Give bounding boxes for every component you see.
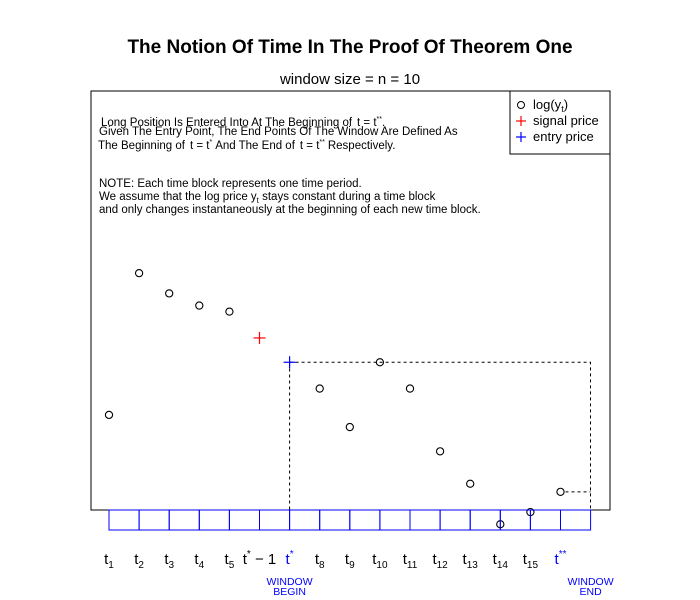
time-block bbox=[108, 509, 140, 531]
time-block bbox=[499, 509, 531, 531]
legend-item-log-price: log(yt) bbox=[533, 97, 568, 114]
log-price-point bbox=[435, 447, 445, 456]
time-block bbox=[138, 509, 170, 531]
x-tick-label: t11 bbox=[403, 551, 418, 571]
time-blocks bbox=[108, 509, 592, 531]
entry-price-marker bbox=[283, 356, 296, 369]
chart-title: The Notion Of Time In The Proof Of Theor… bbox=[127, 37, 572, 58]
window-dashed-box bbox=[289, 361, 591, 511]
signal-price-marker bbox=[253, 331, 266, 344]
chart-subtitle: window size = n = 10 bbox=[279, 71, 420, 88]
x-tick-label: t3 bbox=[164, 551, 174, 571]
note-line-6: and only changes instantaneously at the … bbox=[99, 204, 481, 216]
log-price-point bbox=[405, 384, 415, 393]
log-price-point bbox=[104, 410, 114, 420]
chart-marks bbox=[104, 268, 591, 529]
legend-red-plus-icon bbox=[516, 116, 526, 126]
window-end-label: END bbox=[580, 586, 603, 598]
x-tick-label: t* bbox=[286, 549, 294, 568]
x-tick-label: t2 bbox=[134, 551, 144, 571]
legend-box bbox=[509, 90, 611, 155]
log-price-point bbox=[375, 358, 385, 367]
window-begin-label: BEGIN bbox=[273, 586, 306, 598]
note-line-4: NOTE: Each time block represents one tim… bbox=[99, 178, 362, 190]
time-block bbox=[349, 509, 381, 531]
x-tick-label: t* − 1 bbox=[243, 549, 277, 568]
window-begin-label: WINDOW bbox=[267, 576, 313, 588]
note-line-3: The Beginning of t = t* And The End of t = … bbox=[98, 139, 395, 152]
log-price-point bbox=[165, 289, 174, 298]
time-block bbox=[198, 509, 230, 531]
time-block bbox=[529, 509, 562, 531]
x-tick-label: t10 bbox=[372, 551, 388, 571]
x-tick-label: t15 bbox=[523, 551, 539, 571]
x-tick-label: t12 bbox=[432, 551, 448, 571]
x-tick-label: t** bbox=[555, 549, 567, 568]
x-tick-label: t8 bbox=[315, 551, 325, 571]
x-tick-label: t5 bbox=[225, 551, 235, 571]
time-block bbox=[319, 509, 351, 531]
note-line-5: We assume that the log price yt stays co… bbox=[99, 191, 436, 205]
legend-item-entry-price: entry price bbox=[533, 129, 594, 144]
log-price-point bbox=[225, 307, 234, 316]
time-block bbox=[259, 509, 291, 531]
time-block bbox=[228, 509, 260, 531]
log-price-point bbox=[345, 422, 354, 432]
legend-circle-icon bbox=[517, 101, 525, 109]
time-block bbox=[560, 509, 592, 531]
x-tick-labels: t1 t2 t3 t4 t5 t* − 1 t* t8 t9 t10 t11 t12 t13 t14 t15… bbox=[104, 549, 566, 571]
log-price-point bbox=[556, 487, 565, 496]
legend-blue-plus-icon bbox=[516, 132, 526, 142]
time-block bbox=[439, 509, 471, 531]
time-block bbox=[409, 509, 441, 531]
window-end-label: WINDOW bbox=[568, 576, 614, 588]
time-block bbox=[379, 509, 411, 531]
legend: log(yt) signal price entry price bbox=[509, 90, 611, 155]
note-line-1: Long Position Is Entered Into At The Beg… bbox=[101, 116, 385, 129]
x-tick-label: t14 bbox=[493, 551, 509, 571]
log-price-point bbox=[195, 301, 204, 310]
time-block bbox=[469, 509, 501, 531]
log-price-point bbox=[315, 384, 324, 393]
x-tick-label: t4 bbox=[194, 551, 204, 571]
note-line-2: Given The Entry Point, The End Points Of… bbox=[99, 126, 458, 138]
x-tick-label: t9 bbox=[345, 551, 355, 571]
x-tick-label: t1 bbox=[104, 551, 114, 571]
time-block bbox=[168, 509, 200, 531]
log-price-point bbox=[134, 268, 144, 278]
legend-item-signal-price: signal price bbox=[533, 113, 599, 128]
x-tick-label: t13 bbox=[463, 551, 479, 571]
time-block bbox=[289, 509, 321, 531]
log-price-point bbox=[466, 479, 475, 488]
